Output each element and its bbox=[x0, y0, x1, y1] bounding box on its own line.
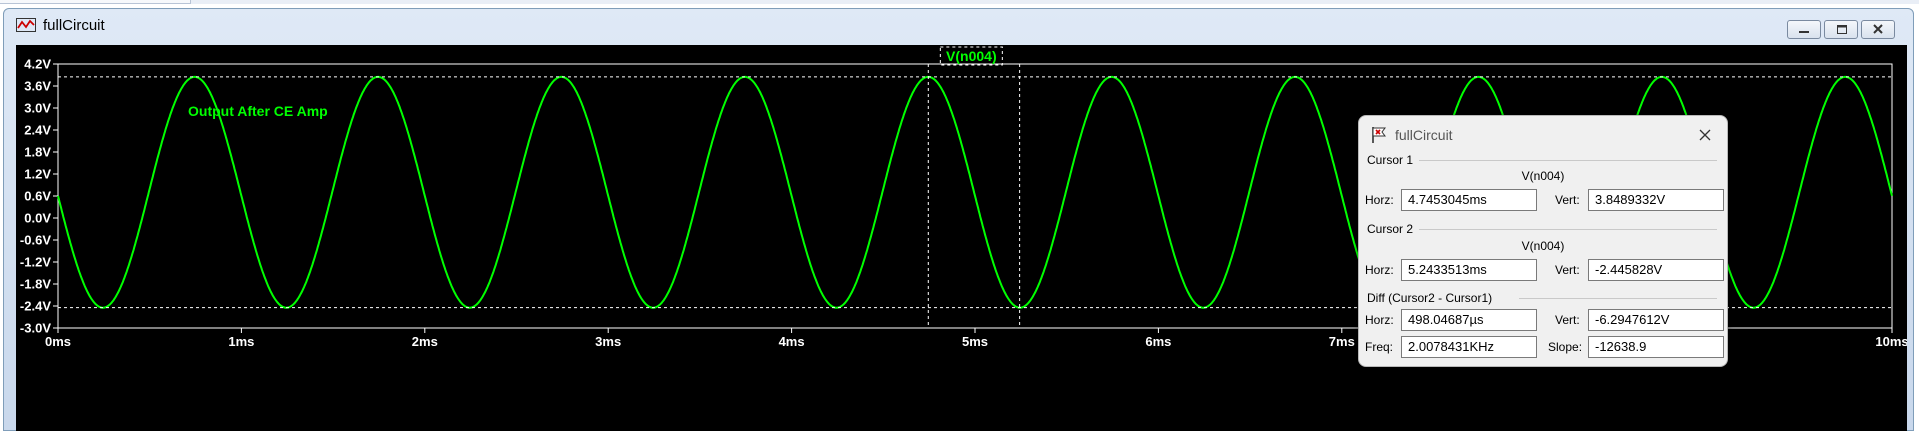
y-tick-label: -3.0V bbox=[20, 321, 51, 336]
trace-label[interactable]: V(n004) bbox=[946, 48, 997, 64]
x-tick-label: 10ms bbox=[1875, 334, 1907, 349]
restore-button[interactable] bbox=[1824, 20, 1858, 39]
title-bar[interactable]: fullCircuit bbox=[4, 9, 1913, 39]
x-tick-label: 1ms bbox=[228, 334, 254, 349]
diff-label: Diff (Cursor2 - Cursor1) bbox=[1367, 291, 1493, 305]
plot-annotation[interactable]: Output After CE Amp bbox=[188, 103, 328, 119]
cursor2-horz-field[interactable]: 5.2433513ms bbox=[1401, 259, 1537, 281]
minimize-button[interactable] bbox=[1787, 20, 1821, 39]
diff-vert-field[interactable]: -6.2947612V bbox=[1588, 309, 1724, 331]
cursor1-label: Cursor 1 bbox=[1367, 153, 1414, 167]
y-tick-label: 3.6V bbox=[24, 79, 51, 94]
y-tick-label: -1.2V bbox=[20, 255, 51, 270]
diff-horz-field[interactable]: 498.04687µs bbox=[1401, 309, 1537, 331]
y-tick-label: 1.2V bbox=[24, 167, 51, 182]
trace-label-box bbox=[939, 46, 1003, 66]
cursor2-label: Cursor 2 bbox=[1367, 222, 1414, 236]
y-tick-label: 0.6V bbox=[24, 189, 51, 204]
cursor-flag-icon bbox=[1372, 127, 1386, 143]
cursor2-vert-field[interactable]: -2.445828V bbox=[1588, 259, 1724, 281]
divider bbox=[1519, 298, 1717, 299]
cursor2-horz-label: Horz: bbox=[1365, 263, 1394, 277]
cursor1-vert-label: Vert: bbox=[1555, 193, 1580, 207]
tab-remnant bbox=[0, 0, 191, 4]
cursor1-horz-label: Horz: bbox=[1365, 193, 1394, 207]
x-tick-label: 4ms bbox=[779, 334, 805, 349]
diff-slope-label: Slope: bbox=[1548, 340, 1583, 354]
diff-vert-label: Vert: bbox=[1555, 313, 1580, 327]
restore-icon bbox=[1837, 25, 1847, 34]
y-tick-label: 2.4V bbox=[24, 123, 51, 138]
x-tick-label: 7ms bbox=[1329, 334, 1355, 349]
divider bbox=[1419, 229, 1717, 230]
cursor2-vert-label: Vert: bbox=[1555, 263, 1580, 277]
diff-slope-field[interactable]: -12638.9 bbox=[1588, 336, 1724, 358]
cursor2-trace: V(n004) bbox=[1521, 239, 1565, 253]
window-title: fullCircuit bbox=[43, 17, 105, 34]
x-tick-label: 0ms bbox=[45, 334, 71, 349]
diff-freq-label: Freq: bbox=[1365, 340, 1394, 354]
x-tick-label: 2ms bbox=[412, 334, 438, 349]
close-button[interactable] bbox=[1861, 20, 1895, 39]
y-tick-label: 1.8V bbox=[24, 145, 51, 160]
y-tick-label: -1.8V bbox=[20, 277, 51, 292]
y-tick-label: 0.0V bbox=[24, 211, 51, 226]
cursor-dialog: fullCircuit Cursor 1 V(n004) Horz: 4.745… bbox=[1358, 115, 1728, 367]
y-tick-label: -2.4V bbox=[20, 299, 51, 314]
y-tick-label: 3.0V bbox=[24, 101, 51, 116]
x-tick-label: 6ms bbox=[1145, 334, 1171, 349]
close-icon[interactable] bbox=[1695, 125, 1715, 145]
close-icon bbox=[1873, 24, 1883, 34]
cursor1-trace: V(n004) bbox=[1521, 169, 1565, 183]
diff-freq-field[interactable]: 2.0078431KHz bbox=[1401, 336, 1537, 358]
diff-horz-label: Horz: bbox=[1365, 313, 1394, 327]
dialog-title: fullCircuit bbox=[1395, 127, 1453, 143]
minimize-icon bbox=[1799, 31, 1809, 33]
cursor1-horz-field[interactable]: 4.7453045ms bbox=[1401, 189, 1537, 211]
top-strip bbox=[0, 0, 1919, 4]
x-tick-label: 3ms bbox=[595, 334, 621, 349]
waveform-app-icon bbox=[16, 18, 36, 32]
divider bbox=[1419, 160, 1717, 161]
y-tick-label: 4.2V bbox=[24, 57, 51, 72]
x-tick-label: 5ms bbox=[962, 334, 988, 349]
cursor1-vert-field[interactable]: 3.8489332V bbox=[1588, 189, 1724, 211]
y-tick-label: -0.6V bbox=[20, 233, 51, 248]
